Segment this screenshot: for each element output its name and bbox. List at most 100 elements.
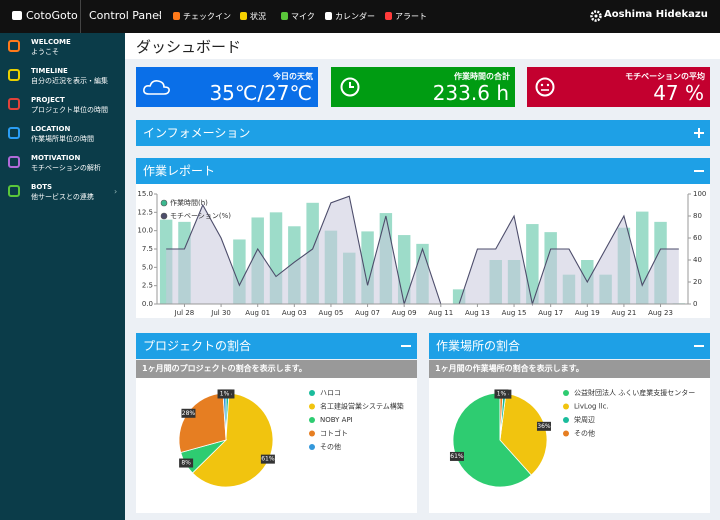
- page-header: ダッシュボード: [125, 33, 720, 59]
- menu-subtitle[interactable]: モチベーションの解析: [31, 164, 101, 172]
- panel-title: プロジェクトの割合: [143, 339, 252, 353]
- panel-body: 0.0 2.5 5.0 7.5 10.0 12.5 15.0 0 20 40 60 80 100 Jul …: [136, 184, 710, 318]
- x-tick-label: Aug 23: [648, 309, 673, 317]
- stat-value: 233.6 h: [432, 81, 509, 105]
- y-tick-label: 10.0: [137, 227, 153, 235]
- menu-title[interactable]: MOTIVATION: [31, 154, 81, 162]
- nav-icon: [325, 12, 332, 20]
- collapse-icon[interactable]: [694, 341, 704, 351]
- legend-label: 名工建設営業システム構築: [320, 402, 404, 411]
- y2-tick-label: 60: [693, 234, 702, 242]
- menu-title[interactable]: BOTS: [31, 183, 53, 191]
- collapse-icon[interactable]: [694, 166, 704, 176]
- x-tick-label: Aug 19: [575, 309, 600, 317]
- sidebar: WELCOME ようこそ TIMELINE 自分の近況を表示・編集 PROJECT プロジ…: [0, 33, 125, 520]
- y2-tick-label: 0: [693, 300, 697, 308]
- legend-label: 公益財団法人 ふくい産業支援センター: [574, 388, 695, 397]
- panel-header[interactable]: 作業場所の割合: [429, 333, 710, 359]
- legend-swatch: [563, 403, 569, 410]
- x-tick-label: Aug 17: [538, 309, 563, 317]
- stat-value: 35℃/27℃: [209, 81, 312, 105]
- y-tick-label: 12.5: [137, 208, 153, 216]
- expand-icon[interactable]: [694, 128, 704, 138]
- panel-subtitle: 1ヶ月間の作業場所の割合を表示します。: [429, 360, 710, 378]
- x-tick-label: Aug 21: [612, 309, 637, 317]
- nav-item[interactable]: チェックイン: [183, 12, 231, 21]
- data-label: 61%: [261, 456, 275, 463]
- line: [166, 195, 679, 307]
- x-tick-label: Aug 03: [282, 309, 307, 317]
- logo-icon: [12, 11, 22, 20]
- data-label: 1%: [220, 390, 230, 397]
- panel-header[interactable]: プロジェクトの割合: [136, 333, 417, 359]
- legend-swatch: [563, 390, 569, 396]
- x-tick-label: Aug 07: [355, 309, 380, 317]
- menu-title[interactable]: TIMELINE: [31, 67, 68, 75]
- user-name[interactable]: Aoshima Hidekazu: [604, 9, 708, 20]
- nav-icon: [173, 12, 180, 20]
- panel-title: インフォメーション: [143, 126, 251, 140]
- stat-label: 今日の天気: [273, 72, 313, 81]
- stat-box: 今日の天気 35℃/27℃: [136, 67, 318, 107]
- data-label-box: [536, 421, 551, 431]
- x-tick-label: Aug 01: [245, 309, 270, 317]
- page-title: ダッシュボード: [136, 38, 242, 56]
- menu-subtitle[interactable]: ようこそ: [31, 48, 59, 56]
- legend-label: 作業時間(h): [170, 198, 208, 207]
- menu-title[interactable]: LOCATION: [31, 125, 71, 133]
- data-label-box: [494, 389, 509, 399]
- x-tick-label: Jul 28: [174, 309, 195, 317]
- separator: [80, 0, 81, 33]
- menu-subtitle[interactable]: プロジェクト単位の時間: [31, 106, 108, 114]
- nav-item[interactable]: アラート: [395, 12, 427, 21]
- nav-icon: [281, 12, 288, 20]
- menu-title[interactable]: WELCOME: [31, 38, 71, 46]
- legend-swatch: [160, 199, 168, 207]
- x-tick-label: Aug 13: [465, 309, 490, 317]
- menu-icon: [8, 127, 20, 139]
- x-tick-label: Jul 30: [210, 309, 231, 317]
- x-tick-label: Aug 15: [502, 309, 527, 317]
- face-icon: [535, 77, 555, 97]
- data-label: 8%: [181, 460, 191, 467]
- x-tick-label: Aug 05: [319, 309, 344, 317]
- y2-tick-label: 80: [693, 212, 702, 220]
- legend-swatch: [160, 212, 168, 220]
- nav-item[interactable]: 状況: [250, 12, 266, 21]
- menu-subtitle[interactable]: 他サービスとの連携: [31, 193, 94, 201]
- legend-label: 栄周辺: [574, 415, 595, 424]
- legend-label: モチベーション(%): [170, 212, 231, 220]
- nav-item[interactable]: カレンダー: [335, 12, 375, 21]
- legend-label: コトゴト: [320, 429, 348, 438]
- caret: ⌄: [694, 9, 701, 18]
- data-label-box: [260, 454, 275, 464]
- menu-icon: [8, 156, 20, 168]
- legend-swatch: [309, 417, 315, 423]
- y-tick-label: 2.5: [142, 282, 153, 290]
- legend-label: LivLog llc.: [574, 403, 609, 411]
- menu[interactable]: Control Panel: [89, 9, 162, 22]
- x-tick-label: Aug 09: [392, 309, 417, 317]
- brand[interactable]: CotoGoto: [26, 9, 78, 22]
- stat-box: 作業時間の合計 233.6 h: [331, 67, 515, 107]
- nav-item[interactable]: マイク: [291, 12, 315, 21]
- menu-subtitle[interactable]: 作業場所単位の時間: [31, 135, 94, 143]
- menu-icon: [8, 40, 20, 52]
- legend-swatch: [309, 444, 315, 450]
- data-label: 1%: [497, 390, 507, 397]
- y-tick-label: 0.0: [142, 300, 153, 308]
- panel-header[interactable]: 作業レポート: [136, 158, 710, 184]
- top-bar: CotoGoto Control Panel ⌄ Aoshima Hidekaz…: [0, 0, 720, 33]
- data-label: 36%: [537, 423, 551, 430]
- panel-subtitle: 1ヶ月間のプロジェクトの割合を表示します。: [136, 360, 417, 378]
- panel-header[interactable]: インフォメーション: [136, 120, 710, 146]
- menu-title[interactable]: PROJECT: [31, 96, 65, 104]
- legend-label: NOBY API: [320, 416, 353, 424]
- collapse-icon[interactable]: [401, 341, 411, 351]
- y2-tick-label: 40: [693, 256, 702, 264]
- menu-subtitle[interactable]: 自分の近況を表示・編集: [31, 77, 108, 85]
- menu-icon: [8, 69, 20, 81]
